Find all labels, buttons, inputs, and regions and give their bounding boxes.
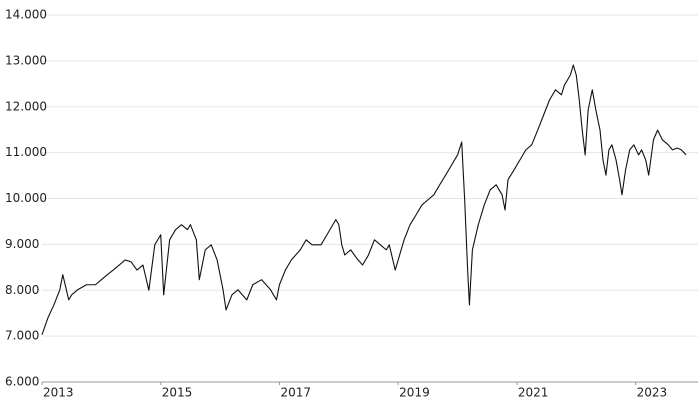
y-tick-label: 10.000 (5, 191, 47, 205)
x-tick-label: 2021 (518, 386, 549, 400)
line-series (41, 64, 687, 335)
y-tick-label: 13.000 (5, 53, 47, 67)
x-tick-label: 2013 (43, 386, 74, 400)
y-tick-label: 7.000 (5, 329, 39, 343)
y-tick-label: 12.000 (5, 99, 47, 113)
x-tick-label: 2015 (162, 386, 193, 400)
x-tick-label: 2023 (637, 386, 668, 400)
y-tick-label: 14.000 (5, 8, 47, 22)
y-tick-label: 6.000 (5, 375, 39, 389)
y-tick-label: 8.000 (5, 283, 39, 297)
x-tick-label: 2019 (399, 386, 430, 400)
y-tick-label: 11.000 (5, 145, 47, 159)
x-tick-label: 2017 (280, 386, 311, 400)
y-tick-label: 9.000 (5, 237, 39, 251)
